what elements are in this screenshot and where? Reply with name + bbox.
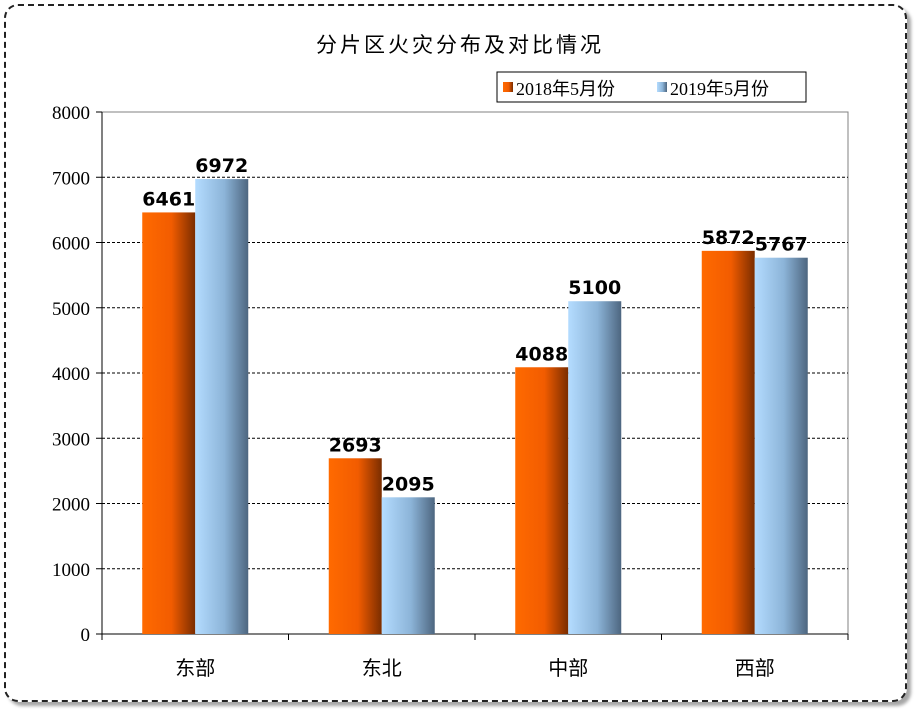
y-tick-label: 0 xyxy=(81,625,91,646)
legend-swatch-2018 xyxy=(503,82,513,92)
data-label: 6972 xyxy=(195,155,248,177)
legend: 2018年5月份 2019年5月份 xyxy=(496,71,807,103)
bar-2018 xyxy=(701,250,755,635)
y-tick-label: 3000 xyxy=(52,429,90,450)
y-tick-label: 1000 xyxy=(52,560,90,581)
bar-2018 xyxy=(515,367,569,634)
bars xyxy=(142,179,808,635)
y-tick-label: 6000 xyxy=(52,234,90,255)
data-label: 4088 xyxy=(515,343,568,365)
x-category-label: 东北 xyxy=(362,656,402,680)
data-label: 5767 xyxy=(755,234,808,256)
y-tick-label: 7000 xyxy=(52,168,90,189)
bar-2019 xyxy=(568,301,622,634)
legend-label-2019: 2019年5月份 xyxy=(670,79,769,99)
y-tick-label: 2000 xyxy=(52,495,90,516)
y-axis: 0 1000 2000 3000 4000 5000 6000 7000 8000 xyxy=(52,103,103,646)
x-category-label: 西部 xyxy=(735,656,775,680)
x-category-label: 中部 xyxy=(548,656,588,680)
bar-2018 xyxy=(328,458,382,634)
data-label: 5872 xyxy=(702,227,755,249)
bar-2018 xyxy=(142,212,196,635)
data-label: 6461 xyxy=(142,188,195,210)
x-category-label: 东部 xyxy=(175,656,215,680)
data-label: 2095 xyxy=(382,473,435,495)
chart-title: 分片区火灾分布及对比情况 xyxy=(316,33,604,57)
legend-box xyxy=(496,71,807,103)
x-axis: 东部 东北 中部 西部 xyxy=(101,633,849,680)
bar-2019 xyxy=(381,497,435,634)
y-tick-label: 8000 xyxy=(52,103,90,124)
data-label: 2693 xyxy=(329,434,382,456)
y-tick-label: 4000 xyxy=(52,364,90,385)
legend-label-2018: 2018年5月份 xyxy=(516,79,615,99)
bar-2019 xyxy=(195,179,249,634)
data-label: 5100 xyxy=(568,277,621,299)
bar-2019 xyxy=(754,257,808,634)
y-tick-label: 5000 xyxy=(52,299,90,320)
legend-swatch-2019 xyxy=(657,82,667,92)
